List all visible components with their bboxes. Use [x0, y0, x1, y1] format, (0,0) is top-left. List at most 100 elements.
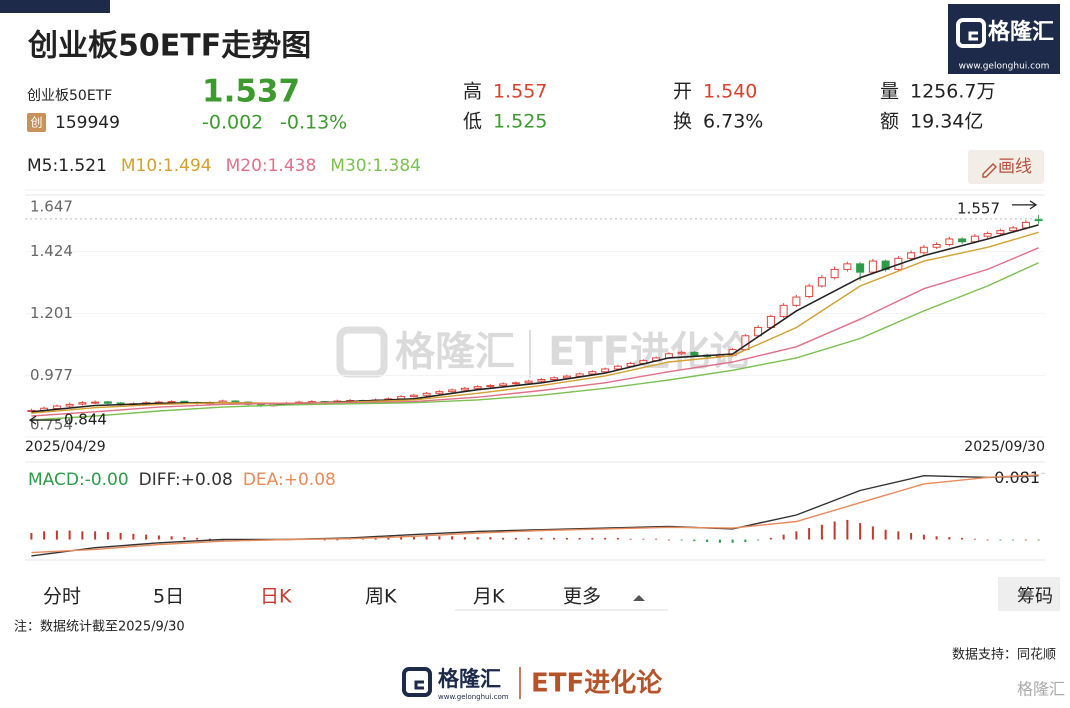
change: -0.002 [202, 112, 263, 134]
macd-bar [897, 531, 900, 540]
candle-body [601, 368, 610, 373]
candle-body [91, 401, 100, 404]
change-pct: -0.13% [280, 112, 347, 134]
macd-bar [667, 539, 670, 541]
macd-bar [132, 533, 135, 540]
macd-bar [999, 539, 1002, 541]
more-triangle[interactable] [633, 595, 645, 601]
macd-bar [208, 538, 211, 540]
macd-bar [502, 537, 505, 540]
macd-bar [119, 533, 122, 540]
candle-body [537, 378, 546, 382]
macd-bar [961, 537, 964, 540]
macd-bar [514, 537, 517, 540]
stat-value: 1.525 [493, 111, 547, 133]
legend-entry: M20:1.438 [226, 156, 317, 176]
tab[interactable]: 周K [365, 586, 397, 608]
candle-body [817, 277, 826, 287]
macd-bar [170, 536, 173, 540]
logo-icon [956, 18, 986, 48]
watermark-brand: 格隆汇 [395, 329, 515, 375]
tab[interactable]: 分时 [43, 586, 81, 608]
macd-bar [616, 537, 619, 540]
macd-bar [655, 538, 658, 540]
macd-bar [808, 528, 811, 540]
candle-body [409, 394, 418, 398]
pen-icon [982, 163, 997, 178]
note: 注：数据统计截至2025/9/30 [14, 620, 185, 635]
legend-entry: M5:1.521 [27, 156, 107, 176]
macd-bar [412, 536, 415, 540]
stat-label: 换 [673, 111, 692, 133]
low-arrow [28, 415, 60, 425]
candle-body [448, 389, 457, 393]
macd-bar [476, 537, 479, 540]
y-tick-label: 1.201 [30, 304, 73, 322]
stat-value: 19.34亿 [910, 111, 983, 133]
candle-body [856, 263, 865, 273]
candle-body [1009, 227, 1018, 232]
ma-line [31, 231, 1039, 414]
stat-value: 1256.7万 [910, 81, 995, 103]
corner-watermark: 格隆汇 [1017, 680, 1065, 699]
x-tick-label: 2025/04/29 [25, 439, 106, 455]
stat-value: 6.73% [703, 111, 763, 133]
candle-body [805, 285, 814, 297]
footer-brand: 格隆汇 [438, 667, 501, 691]
candle-body [983, 232, 992, 237]
candle-body [78, 402, 87, 405]
draw-button-label[interactable]: 画线 [998, 157, 1032, 177]
x-tick-label: 2025/09/30 [964, 439, 1045, 455]
macd-bar [183, 537, 186, 540]
tab[interactable]: 日K [260, 586, 292, 608]
tab[interactable]: 更多 [563, 586, 601, 608]
macd-bar [680, 539, 683, 541]
tab[interactable]: 月K [473, 586, 505, 608]
candle-body [945, 238, 954, 245]
macd-bar [973, 538, 976, 540]
candle-body [677, 351, 686, 355]
legend-entry: M30:1.384 [330, 156, 421, 176]
macd-bar [145, 534, 148, 540]
fund-name: 创业板50ETF [27, 88, 112, 104]
macd-bar [757, 539, 760, 541]
chips-button[interactable] [998, 577, 1060, 611]
macd-bar [463, 537, 466, 540]
candle-body [932, 243, 941, 248]
stat-value: 1.557 [493, 81, 547, 103]
ma-line [31, 247, 1039, 417]
candle-body [575, 373, 584, 377]
tab[interactable]: 5日 [153, 586, 184, 608]
candle-body [1034, 219, 1043, 222]
candle-body [562, 375, 571, 379]
title: 创业板50ETF走势图 [27, 29, 311, 64]
macd-bar [871, 526, 874, 540]
logo-box [948, 4, 1060, 74]
high-arrow [1012, 200, 1038, 210]
macd-bar [910, 533, 913, 540]
macd-line [31, 474, 1039, 554]
candle-body [499, 383, 508, 387]
candle-body [422, 392, 431, 396]
macd-bar [106, 532, 109, 540]
macd-bar [820, 524, 823, 540]
y-tick-label: 1.647 [30, 198, 73, 216]
macd-bar [706, 539, 709, 542]
legend-entry: MACD:-0.00 [28, 470, 129, 490]
macd-bar [846, 519, 849, 540]
candle-body [907, 252, 916, 259]
logo-url: www.gelonghui.com [959, 62, 1050, 72]
badge-bg [27, 113, 46, 132]
footer-column: ETF进化论 [531, 669, 663, 699]
chips-button-label[interactable]: 筹码 [1017, 586, 1053, 607]
macd-bar [43, 531, 46, 540]
macd-bar [859, 523, 862, 540]
candle-body [958, 238, 967, 243]
watermark-column: ETF进化论 [548, 329, 751, 375]
candle-body [868, 260, 877, 273]
candle-body [588, 371, 597, 375]
macd-bar [884, 529, 887, 540]
stat-label: 额 [880, 111, 899, 133]
